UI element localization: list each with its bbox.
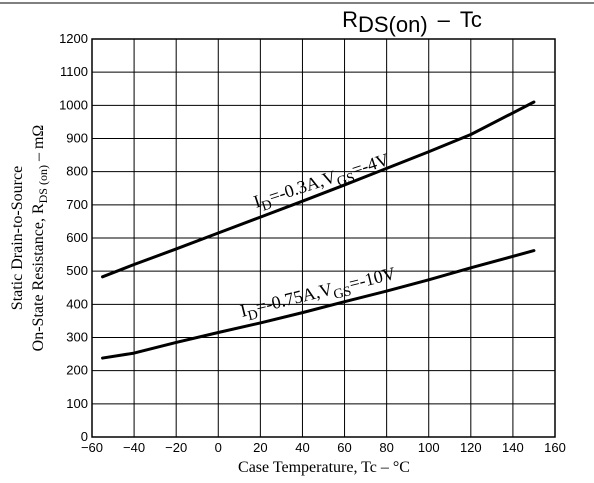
y-tick-label: 1200 — [59, 31, 88, 46]
y-tick-labels: 0 100 200 300 400 500 600 700 800 900 1000 1100 1200 — [59, 31, 88, 444]
x-tick-label: −60 — [81, 440, 103, 455]
x-tick-label: 20 — [253, 440, 267, 455]
y-axis-label: Static Drain-to-Source On-State Resistan… — [9, 125, 50, 352]
plot-frame — [91, 38, 556, 438]
chart-title: RDS(on) – Tc — [342, 7, 482, 37]
y-tick-label: 700 — [66, 197, 88, 212]
y-axis-label-line1: Static Drain-to-Source — [9, 166, 26, 310]
y-tick-label: 500 — [66, 263, 88, 278]
y-tick-label: 600 — [66, 230, 88, 245]
y-tick-label: 400 — [66, 296, 88, 311]
y-tick-label: 0 — [81, 429, 88, 444]
annotation-series-1: ID=-0.3A,VGS=-4V — [251, 149, 393, 216]
x-tick-labels: −60 −40 −20 0 20 40 60 80 100 120 140 160 — [81, 440, 566, 455]
y-tick-label: 1100 — [60, 64, 88, 79]
y-tick-label: 300 — [66, 330, 88, 345]
series-line-2 — [101, 249, 536, 360]
y-tick-label: 900 — [66, 131, 88, 146]
x-tick-label: −40 — [123, 440, 145, 455]
y-tick-label: 200 — [66, 363, 88, 378]
x-tick-label: 80 — [379, 440, 393, 455]
x-tick-label: 120 — [460, 440, 482, 455]
y-tick-label: 1000 — [59, 97, 88, 112]
y-axis-label-line2: On-State Resistance, RDS (on) – mΩ — [30, 125, 50, 352]
x-tick-label: −20 — [165, 440, 187, 455]
x-tick-label: 140 — [502, 440, 524, 455]
x-tick-label: 160 — [544, 440, 566, 455]
y-tick-label: 100 — [66, 396, 88, 411]
x-tick-label: 100 — [418, 440, 440, 455]
x-axis-label: Case Temperature, Tc – °C — [238, 459, 410, 476]
x-tick-label: 40 — [295, 440, 309, 455]
series-group — [101, 100, 536, 360]
y-tick-label: 800 — [66, 164, 88, 179]
grid — [92, 39, 555, 437]
x-tick-label: 60 — [337, 440, 351, 455]
series-line-1 — [101, 100, 536, 279]
x-tick-label: 0 — [215, 440, 222, 455]
